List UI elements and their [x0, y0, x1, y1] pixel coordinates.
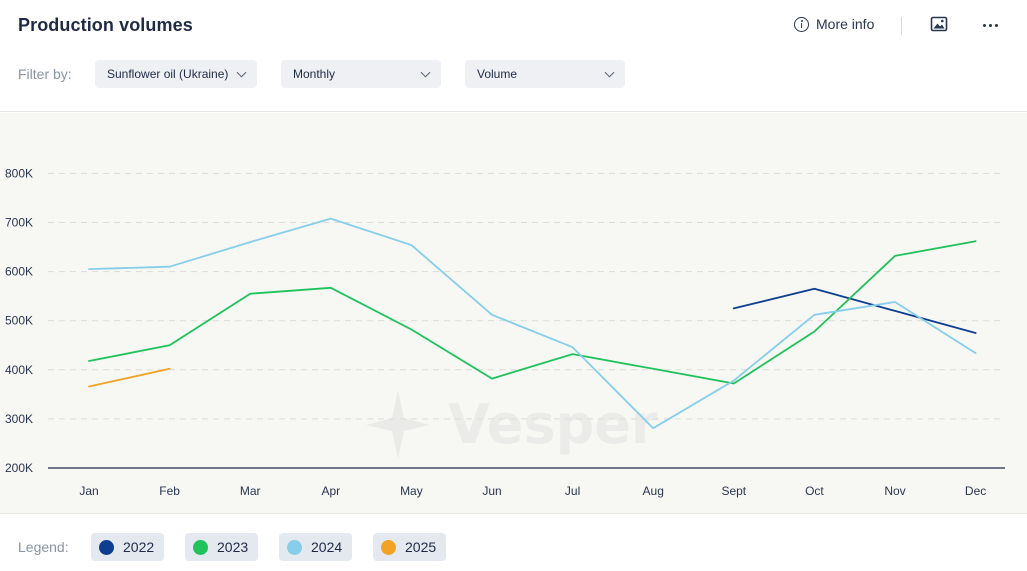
- y-tick-label: 200K: [5, 461, 33, 475]
- series-line-2024: [88, 217, 977, 430]
- watermark-text: Vesper: [448, 393, 658, 456]
- y-tick-label: 500K: [5, 314, 33, 328]
- more-info-label: More info: [816, 16, 875, 32]
- series-line-2023: [88, 240, 977, 385]
- filter-label: Filter by:: [18, 66, 72, 82]
- x-tick-label: Jan: [79, 484, 98, 498]
- x-tick-label: Nov: [884, 484, 905, 498]
- info-icon: [794, 16, 809, 32]
- legend-item-label: 2023: [217, 539, 249, 555]
- more-options-button[interactable]: [981, 17, 999, 33]
- legend-dot: [99, 539, 114, 555]
- legend-item-2022[interactable]: 2022: [91, 533, 165, 561]
- line-chart: Vesper 200K 300K 400K 500K 600K 700K 800K Jan F…: [5, 166, 1005, 498]
- watermark: Vesper: [366, 390, 658, 459]
- chevron-down-icon: [236, 67, 247, 78]
- series-line-2025: [88, 367, 171, 388]
- chart-area: Vesper 200K 300K 400K 500K 600K 700K 800K Jan F…: [0, 113, 1027, 513]
- watermark-logo-icon: [366, 390, 430, 459]
- legend-item-label: 2025: [405, 539, 437, 555]
- legend-label: Legend:: [18, 539, 69, 555]
- legend-item-2025[interactable]: 2025: [373, 533, 447, 561]
- x-tick-label: Sept: [721, 484, 746, 498]
- frequency-select-value: Monthly: [293, 67, 336, 81]
- x-tick-label: Feb: [159, 484, 180, 498]
- legend-item-label: 2022: [123, 539, 155, 555]
- metric-select[interactable]: Volume: [465, 60, 625, 88]
- x-tick-label: Jun: [482, 484, 501, 498]
- more-horizontal-icon: [982, 23, 986, 27]
- x-tick-label: Oct: [805, 484, 824, 498]
- chevron-down-icon: [420, 67, 431, 78]
- y-tick-label: 700K: [5, 216, 33, 230]
- commodity-select[interactable]: Sunflower oil (Ukraine): [95, 60, 257, 88]
- more-info-button[interactable]: More info: [794, 16, 874, 32]
- x-tick-label: Apr: [321, 484, 340, 498]
- x-tick-label: Dec: [965, 484, 986, 498]
- legend-dot: [287, 539, 302, 555]
- y-tick-label: 300K: [5, 412, 33, 426]
- image-icon: [930, 16, 948, 32]
- legend-dot: [193, 539, 208, 555]
- y-tick-label: 400K: [5, 363, 33, 377]
- metric-select-value: Volume: [477, 67, 518, 81]
- x-tick-label: Aug: [643, 484, 664, 498]
- legend-dot: [381, 539, 396, 555]
- legend-item-2023[interactable]: 2023: [185, 533, 259, 561]
- x-tick-label: May: [400, 484, 423, 498]
- y-tick-label: 600K: [5, 265, 33, 279]
- chevron-down-icon: [604, 67, 615, 78]
- chart-header: Production volumes More info Filter by: …: [0, 0, 1027, 112]
- x-tick-label: Jul: [565, 484, 580, 498]
- commodity-select-value: Sunflower oil (Ukraine): [107, 67, 229, 81]
- y-tick-label: 800K: [5, 166, 33, 180]
- x-tick-label: Mar: [240, 484, 261, 498]
- page-title: Production volumes: [18, 15, 193, 35]
- image-export-button[interactable]: [930, 16, 948, 33]
- legend: Legend: 2022 2023 2024 2025: [0, 513, 1027, 571]
- series-line-2022: [732, 287, 977, 334]
- header-divider: [901, 17, 902, 35]
- frequency-select[interactable]: Monthly: [281, 60, 441, 88]
- legend-item-2024[interactable]: 2024: [279, 533, 353, 561]
- legend-item-label: 2024: [311, 539, 343, 555]
